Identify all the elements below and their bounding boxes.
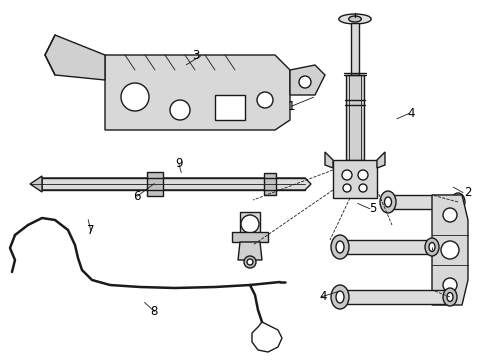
Circle shape: [342, 170, 352, 180]
Circle shape: [299, 76, 311, 88]
Polygon shape: [388, 195, 458, 209]
Polygon shape: [325, 152, 333, 168]
Ellipse shape: [425, 238, 439, 256]
Ellipse shape: [385, 197, 392, 207]
Circle shape: [241, 215, 259, 233]
Circle shape: [257, 92, 273, 108]
Polygon shape: [346, 75, 364, 160]
Polygon shape: [333, 160, 377, 198]
Circle shape: [247, 259, 253, 265]
Text: 1: 1: [288, 100, 295, 113]
Polygon shape: [290, 65, 325, 95]
Ellipse shape: [447, 292, 453, 302]
Ellipse shape: [339, 14, 371, 24]
Polygon shape: [238, 242, 262, 260]
Circle shape: [170, 100, 190, 120]
Ellipse shape: [336, 241, 344, 253]
Text: 7: 7: [87, 224, 95, 237]
Text: 2: 2: [464, 186, 472, 199]
Polygon shape: [340, 240, 432, 254]
Ellipse shape: [380, 191, 396, 213]
Text: 5: 5: [368, 202, 376, 215]
Ellipse shape: [443, 288, 457, 306]
Ellipse shape: [331, 285, 349, 309]
Ellipse shape: [429, 243, 435, 252]
Text: 9: 9: [175, 157, 183, 170]
Ellipse shape: [336, 291, 344, 303]
Polygon shape: [340, 290, 450, 304]
Circle shape: [343, 184, 351, 192]
Circle shape: [358, 170, 368, 180]
Ellipse shape: [455, 198, 461, 206]
Text: 8: 8: [150, 305, 158, 318]
Ellipse shape: [451, 193, 465, 211]
Circle shape: [244, 256, 256, 268]
Polygon shape: [351, 23, 359, 75]
Polygon shape: [45, 35, 105, 80]
Circle shape: [121, 83, 149, 111]
Circle shape: [443, 278, 457, 292]
Polygon shape: [30, 176, 42, 192]
Ellipse shape: [331, 235, 349, 259]
Polygon shape: [377, 152, 385, 168]
Circle shape: [359, 184, 367, 192]
Text: 4: 4: [319, 291, 327, 303]
Circle shape: [441, 241, 459, 259]
Polygon shape: [264, 173, 276, 195]
Polygon shape: [232, 232, 268, 242]
Text: 4: 4: [408, 107, 416, 120]
Circle shape: [443, 208, 457, 222]
Polygon shape: [432, 195, 468, 305]
Text: 3: 3: [192, 49, 200, 62]
Bar: [215, 95, 245, 120]
Polygon shape: [240, 212, 260, 242]
Text: 6: 6: [133, 190, 141, 203]
Polygon shape: [105, 55, 290, 130]
Polygon shape: [147, 172, 163, 196]
Polygon shape: [42, 178, 311, 190]
Ellipse shape: [349, 16, 361, 22]
